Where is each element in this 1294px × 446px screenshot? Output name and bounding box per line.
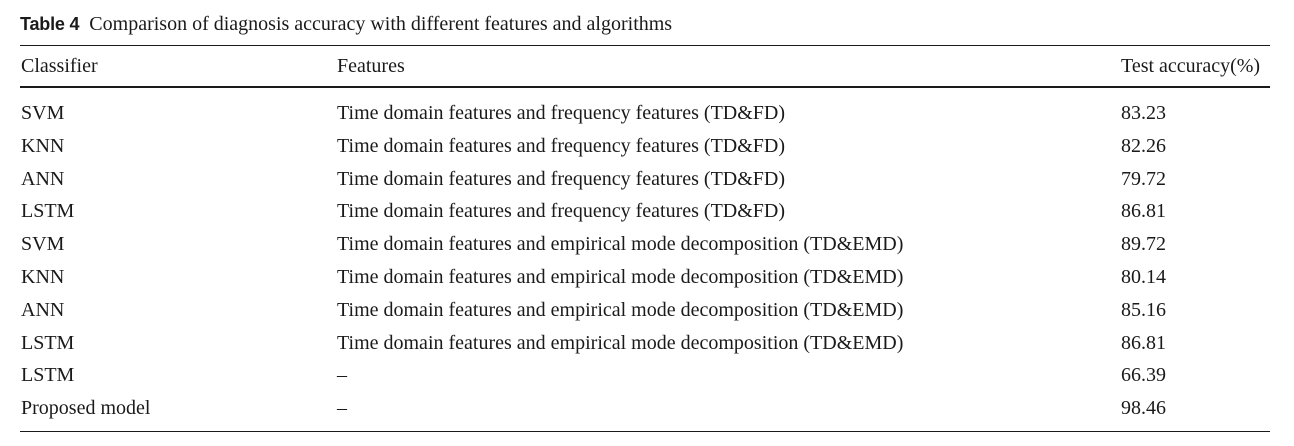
table-body: SVM Time domain features and frequency f…: [0, 97, 1294, 425]
table-row: LSTM Time domain features and frequency …: [0, 195, 1294, 228]
cell-classifier: KNN: [21, 134, 65, 157]
cell-accuracy: 98.46: [1121, 397, 1166, 420]
table-caption: Table 4 Comparison of diagnosis accuracy …: [20, 11, 672, 37]
cell-features: Time domain features and frequency featu…: [337, 102, 786, 124]
cell-features: –: [337, 397, 347, 420]
table-row: Proposed model – 98.46: [0, 392, 1294, 425]
table-row: ANN Time domain features and empirical m…: [0, 294, 1294, 327]
table-caption-label: Table 4: [20, 14, 80, 34]
cell-classifier: ANN: [21, 298, 65, 321]
cell-classifier: Proposed model: [21, 397, 151, 420]
cell-classifier: LSTM: [21, 200, 75, 223]
table-row: SVM Time domain features and empirical m…: [0, 228, 1294, 261]
table-row: LSTM Time domain features and empirical …: [0, 327, 1294, 360]
cell-classifier: SVM: [21, 102, 65, 124]
header-test-accuracy: Test accuracy(%): [1121, 55, 1261, 77]
cell-features: Time domain features and frequency featu…: [337, 134, 786, 157]
table-header-row: Classifier Features Test accuracy(%): [0, 52, 1294, 80]
cell-accuracy: 80.14: [1121, 265, 1166, 288]
cell-classifier: KNN: [21, 265, 65, 288]
cell-accuracy: 79.72: [1121, 167, 1166, 190]
header-classifier: Classifier: [21, 55, 98, 77]
table-row: KNN Time domain features and frequency f…: [0, 130, 1294, 163]
cell-accuracy: 83.23: [1121, 102, 1166, 124]
cell-accuracy: 86.81: [1121, 200, 1166, 223]
cell-classifier: LSTM: [21, 364, 75, 387]
cell-accuracy: 86.81: [1121, 331, 1166, 354]
cell-features: Time domain features and empirical mode …: [337, 331, 904, 354]
cell-classifier: ANN: [21, 167, 65, 190]
table-row: KNN Time domain features and empirical m…: [0, 261, 1294, 294]
table-bottom-rule: [20, 431, 1270, 432]
table-row: ANN Time domain features and frequency f…: [0, 163, 1294, 196]
table-row: SVM Time domain features and frequency f…: [0, 97, 1294, 130]
cell-features: Time domain features and frequency featu…: [337, 200, 786, 223]
cell-features: Time domain features and empirical mode …: [337, 265, 904, 288]
cell-classifier: SVM: [21, 233, 65, 256]
header-features: Features: [337, 55, 405, 77]
cell-accuracy: 85.16: [1121, 298, 1166, 321]
cell-classifier: LSTM: [21, 331, 75, 354]
cell-accuracy: 89.72: [1121, 233, 1166, 256]
table-row: LSTM – 66.39: [0, 359, 1294, 392]
cell-features: Time domain features and empirical mode …: [337, 298, 904, 321]
cell-features: –: [337, 364, 347, 387]
table-caption-text: Comparison of diagnosis accuracy with di…: [89, 13, 673, 35]
table-header-rule: [20, 86, 1270, 88]
cell-features: Time domain features and frequency featu…: [337, 167, 786, 190]
cell-accuracy: 82.26: [1121, 134, 1166, 157]
cell-accuracy: 66.39: [1121, 364, 1166, 387]
cell-features: Time domain features and empirical mode …: [337, 233, 904, 256]
table-top-rule: [20, 45, 1270, 46]
